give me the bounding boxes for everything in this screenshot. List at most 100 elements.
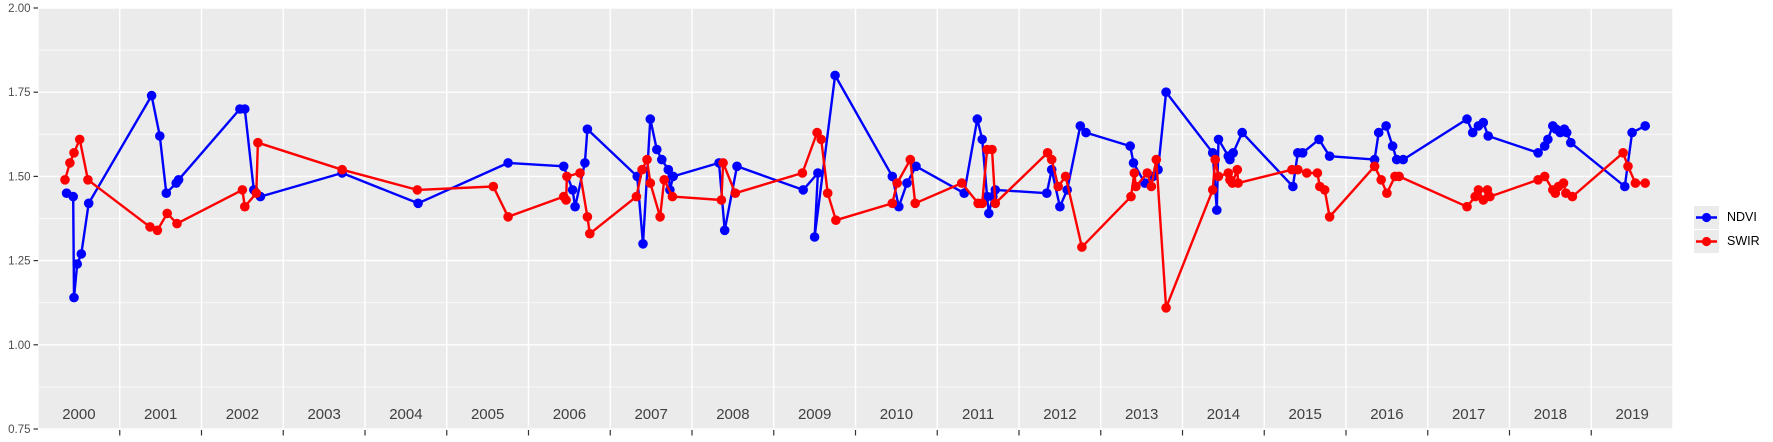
- x-axis-label: 2000: [62, 406, 95, 423]
- swir-point: [412, 185, 423, 195]
- ndvi-point: [1125, 141, 1135, 151]
- ndvi-point: [1369, 154, 1380, 165]
- swir-point: [718, 158, 728, 168]
- ndvi-point: [155, 131, 165, 141]
- y-axis-label: 2.00: [8, 3, 30, 15]
- swir-point: [1376, 175, 1386, 185]
- swir-point: [1077, 242, 1087, 252]
- swir-point: [69, 148, 79, 158]
- swir-point: [1623, 161, 1633, 172]
- x-axis-label: 2016: [1370, 406, 1403, 423]
- swir-point: [659, 175, 669, 185]
- ndvi-point: [558, 161, 569, 172]
- x-axis-label: 2012: [1043, 406, 1076, 423]
- swir-point: [1618, 148, 1628, 158]
- x-axis-label: 2018: [1534, 406, 1567, 423]
- swir-point: [337, 164, 347, 175]
- ndvi-point: [1228, 148, 1238, 158]
- ndvi-point: [719, 225, 730, 236]
- x-axis-label: 2015: [1288, 406, 1321, 423]
- ndvi-point: [1075, 121, 1086, 131]
- ndvi-point: [657, 154, 667, 165]
- swir-point: [1302, 168, 1312, 178]
- swir-point: [488, 181, 499, 192]
- ndvi-point: [972, 114, 983, 124]
- legend-key-swir-icon: [1694, 230, 1719, 253]
- ndvi-point: [567, 185, 578, 195]
- swir-point: [822, 188, 833, 198]
- ndvi-point: [830, 70, 840, 81]
- swir-point: [1319, 185, 1330, 195]
- swir-point: [83, 175, 93, 185]
- swir-point: [1232, 164, 1243, 175]
- ndvi-point: [570, 201, 580, 212]
- ndvi-point: [146, 90, 157, 101]
- ndvi-point: [813, 168, 823, 178]
- swir-point: [987, 144, 997, 155]
- ndvi-point: [413, 198, 423, 209]
- ndvi-point: [161, 188, 172, 198]
- legend-glyph-swir-icon: [1696, 236, 1717, 247]
- ndvi-point: [984, 208, 994, 219]
- x-axis-label: 2006: [553, 406, 586, 423]
- ndvi-point: [1467, 127, 1478, 138]
- ndvi-point: [1543, 134, 1553, 145]
- swir-point: [561, 195, 571, 205]
- swir-point: [1567, 191, 1578, 202]
- swir-point: [655, 212, 665, 222]
- x-axis-label: 2019: [1615, 406, 1648, 423]
- swir-point: [892, 178, 902, 188]
- swir-point: [667, 191, 678, 202]
- swir-point: [631, 191, 642, 202]
- x-axis-label: 2010: [880, 406, 913, 423]
- ndvi-point: [69, 292, 79, 303]
- x-axis-label: 2008: [716, 406, 749, 423]
- swir-point: [797, 168, 808, 178]
- ndvi-point: [1620, 181, 1630, 192]
- swir-point: [1485, 191, 1495, 202]
- ndvi-point: [977, 134, 987, 145]
- ndvi-point: [1237, 127, 1247, 138]
- swir-point: [1210, 154, 1220, 165]
- swir-point: [816, 134, 826, 145]
- ndvi-point: [668, 171, 678, 182]
- ndvi-point: [1297, 148, 1308, 158]
- swir-point: [1558, 178, 1569, 188]
- swir-point: [910, 198, 920, 209]
- ndvi-point: [1533, 148, 1543, 158]
- swir-point: [1324, 212, 1335, 222]
- swir-point: [730, 188, 741, 198]
- swir-point: [1539, 171, 1550, 182]
- x-axis-label: 2002: [226, 406, 259, 423]
- swir-point: [1293, 164, 1303, 175]
- ndvi-point: [1213, 134, 1224, 145]
- ndvi-point: [645, 114, 656, 124]
- swir-point: [251, 188, 262, 198]
- swir-point: [1462, 201, 1472, 212]
- swir-point: [575, 168, 585, 178]
- swir-point: [1161, 303, 1171, 313]
- ndvi-point: [1462, 114, 1472, 124]
- legend: NDVI SWIR: [1694, 206, 1760, 253]
- x-axis-label: 2013: [1125, 406, 1158, 423]
- ndvi-point: [1566, 137, 1576, 148]
- y-axis-label: 1.00: [8, 340, 30, 352]
- swir-point: [1233, 178, 1243, 188]
- swir-point: [240, 201, 250, 212]
- swir-point: [1129, 168, 1140, 178]
- ndvi-point: [240, 104, 250, 114]
- swir-point: [162, 208, 172, 219]
- swir-point: [1060, 171, 1071, 182]
- swir-point: [60, 175, 70, 185]
- ndvi-point: [652, 144, 662, 155]
- ndvi-point: [1081, 127, 1091, 138]
- legend-label-ndvi: NDVI: [1727, 210, 1757, 225]
- y-axis-label: 1.75: [8, 87, 30, 99]
- swir-point: [1473, 185, 1484, 195]
- ndvi-point: [1055, 201, 1065, 212]
- swir-point: [585, 228, 595, 239]
- swir-point: [1640, 178, 1650, 188]
- swir-point: [503, 212, 513, 222]
